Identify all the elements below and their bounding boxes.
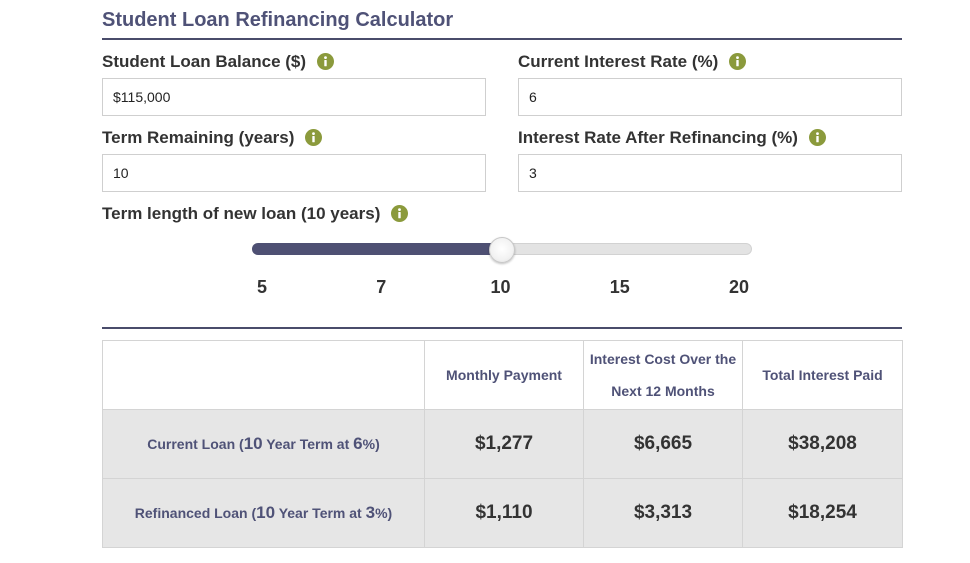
- info-icon[interactable]: [317, 52, 335, 70]
- info-icon[interactable]: [808, 128, 826, 146]
- slider-label: Term length of new loan (10 years): [102, 204, 381, 223]
- row-label-rate: 3: [365, 503, 376, 522]
- table-header-empty: [102, 340, 425, 410]
- new-rate-input[interactable]: [518, 154, 902, 192]
- current-rate-label-row: Current Interest Rate (%): [518, 52, 747, 72]
- row-label-text: Year Term at: [262, 436, 354, 452]
- current-rate-label: Current Interest Rate (%): [518, 52, 719, 71]
- row-label-text: Year Term at: [275, 505, 366, 521]
- current-rate-input[interactable]: [518, 78, 902, 116]
- table-row: Current Loan (10 Year Term at 6%) $1,277…: [102, 409, 903, 479]
- new-rate-label: Interest Rate After Refinancing (%): [518, 128, 798, 147]
- term-remaining-label: Term Remaining (years): [102, 128, 295, 147]
- refinanced-interest-12-months: $3,313: [583, 478, 743, 548]
- refinanced-total-interest: $18,254: [742, 478, 903, 548]
- balance-input[interactable]: [102, 78, 486, 116]
- current-interest-12-months: $6,665: [583, 409, 743, 479]
- row-label-text: %): [375, 505, 393, 521]
- table-header-total-interest: Total Interest Paid: [742, 340, 903, 410]
- row-label-rate: 6: [353, 434, 363, 453]
- refinanced-monthly-payment: $1,110: [424, 478, 584, 548]
- row-label-term: 10: [256, 503, 276, 522]
- row-label-current-loan: Current Loan (10 Year Term at 6%): [102, 409, 425, 479]
- slider-tick-20[interactable]: 20: [728, 277, 750, 297]
- term-remaining-input[interactable]: [102, 154, 486, 192]
- table-row: Refinanced Loan (10 Year Term at 3%) $1,…: [102, 478, 903, 548]
- info-icon[interactable]: [391, 204, 409, 222]
- title-divider: [102, 38, 902, 40]
- table-header-interest-12-months: Interest Cost Over the Next 12 Months: [583, 340, 743, 410]
- page-title: Student Loan Refinancing Calculator: [102, 9, 454, 31]
- row-label-term: 10: [243, 434, 263, 453]
- info-icon[interactable]: [729, 52, 747, 70]
- slider-fill: [252, 243, 502, 255]
- results-table: Monthly Payment Interest Cost Over the N…: [102, 340, 903, 548]
- slider-tick-10[interactable]: 10: [490, 277, 511, 297]
- slider-tick-7[interactable]: 7: [376, 277, 387, 297]
- slider-handle[interactable]: [489, 237, 515, 263]
- row-label-text: Current Loan (: [147, 436, 244, 452]
- slider-label-row: Term length of new loan (10 years): [102, 204, 409, 224]
- info-icon[interactable]: [305, 128, 323, 146]
- slider-tick-5[interactable]: 5: [256, 277, 268, 297]
- section-divider: [102, 327, 902, 329]
- balance-label-row: Student Loan Balance ($): [102, 52, 335, 72]
- table-header-row: Monthly Payment Interest Cost Over the N…: [102, 340, 903, 410]
- row-label-text: Refinanced Loan (: [134, 505, 257, 521]
- table-header-monthly-payment: Monthly Payment: [424, 340, 584, 410]
- term-remaining-label-row: Term Remaining (years): [102, 128, 323, 148]
- row-label-text: %): [362, 436, 380, 452]
- balance-label: Student Loan Balance ($): [102, 52, 307, 71]
- row-label-refinanced-loan: Refinanced Loan (10 Year Term at 3%): [102, 478, 425, 548]
- new-rate-label-row: Interest Rate After Refinancing (%): [518, 128, 826, 148]
- current-monthly-payment: $1,277: [424, 409, 584, 479]
- slider-tick-15[interactable]: 15: [609, 277, 630, 297]
- current-total-interest: $38,208: [742, 409, 903, 479]
